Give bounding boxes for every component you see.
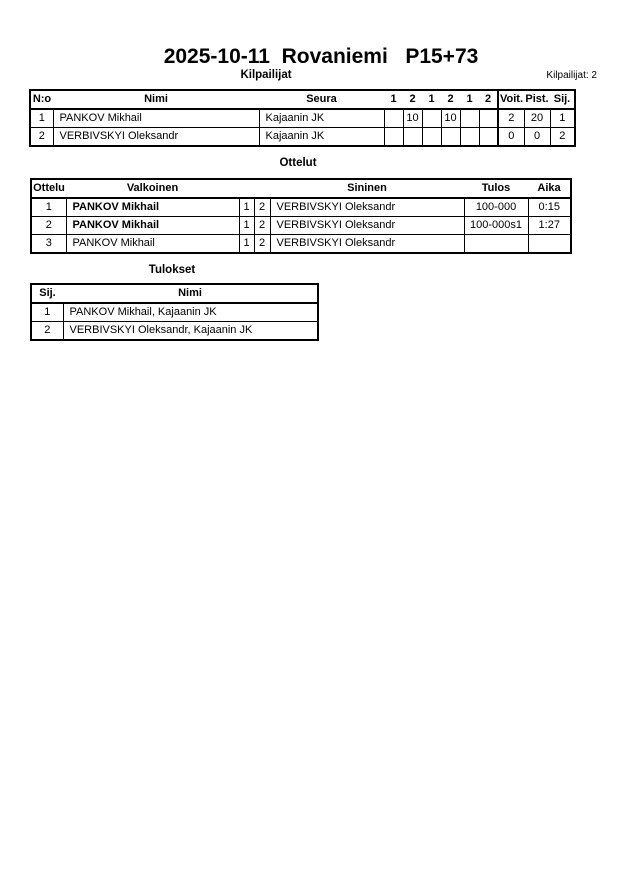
cell-seura: Kajaanin JK: [258, 127, 385, 147]
competitors-header-row: N:o Nimi Seura 1 2 1 2 1 2 Voit. Pist. S…: [30, 90, 575, 110]
cell-match-number: 3: [30, 234, 67, 254]
competitors-section-label: Kilpailijat: [240, 69, 292, 81]
col-header-no: N:o: [30, 90, 53, 110]
cell-place: 2: [30, 321, 64, 341]
matches-table: Ottelu Valkoinen Sininen Tulos Aika 1 PA…: [30, 178, 572, 254]
match-row: 1 PANKOV Mikhail 1 2 VERBIVSKYI Oleksand…: [30, 197, 572, 217]
page-title: 2025-10-11 Rovaniemi P15+73: [163, 45, 479, 68]
cell-time: 1:27: [527, 216, 572, 235]
cell-blue-name: VERBIVSKYI Oleksandr: [269, 234, 465, 254]
cell-sij: 2: [549, 127, 576, 147]
competitors-table: N:o Nimi Seura 1 2 1 2 1 2 Voit. Pist. S…: [29, 89, 576, 147]
cell-place: 1: [30, 302, 64, 322]
cell-score: 10: [440, 108, 461, 128]
results-table: Sij. Nimi 1 PANKOV Mikhail, Kajaanin JK …: [30, 283, 319, 341]
cell-score: [459, 108, 480, 128]
col-header-round6: 2: [479, 90, 498, 110]
cell-white-id: 1: [238, 234, 255, 254]
cell-sij: 1: [549, 108, 576, 128]
cell-no: 2: [29, 127, 54, 147]
cell-blue-id: 2: [253, 216, 271, 235]
match-row: 3 PANKOV Mikhail 1 2 VERBIVSKYI Oleksand…: [30, 234, 572, 254]
cell-white-name: PANKOV Mikhail: [65, 234, 240, 254]
cell-score: [383, 127, 404, 147]
col-header-nimi: Nimi: [63, 284, 318, 304]
cell-white-name: PANKOV Mikhail: [65, 197, 240, 217]
match-row: 2 PANKOV Mikhail 1 2 VERBIVSKYI Oleksand…: [30, 216, 572, 235]
col-header-sij: Sij.: [550, 90, 575, 110]
col-header-ottelu: Ottelu: [31, 179, 66, 199]
cell-pist: 20: [523, 108, 551, 128]
cell-seura: Kajaanin JK: [258, 108, 385, 128]
cell-score: [459, 127, 480, 147]
competitor-row: 2 VERBIVSKYI Oleksandr Kajaanin JK 0 0 2: [29, 127, 576, 147]
cell-voit: 2: [497, 108, 525, 128]
cell-blue-name: VERBIVSKYI Oleksandr: [269, 197, 465, 217]
col-header-spacer: [254, 179, 270, 199]
competitors-count: Kilpailijat: 2: [546, 70, 597, 81]
col-header-pist: Pist.: [524, 90, 550, 110]
competitor-row: 1 PANKOV Mikhail Kajaanin JK 10 10 2 20 …: [29, 108, 576, 128]
col-header-sij: Sij.: [31, 284, 63, 304]
cell-score: [421, 127, 442, 147]
col-header-nimi: Nimi: [53, 90, 259, 110]
cell-score: [421, 108, 442, 128]
col-header-round1: 1: [384, 90, 403, 110]
cell-score: [478, 127, 499, 147]
cell-time: [527, 234, 572, 254]
col-header-valkoinen: Valkoinen: [66, 179, 239, 199]
col-header-seura: Seura: [259, 90, 384, 110]
cell-score: [440, 127, 461, 147]
matches-header-row: Ottelu Valkoinen Sininen Tulos Aika: [31, 179, 571, 199]
cell-white-id: 1: [238, 216, 255, 235]
col-header-spacer: [239, 179, 254, 199]
cell-nimi: VERBIVSKYI Oleksandr: [52, 127, 260, 147]
cell-score: [402, 127, 423, 147]
col-header-voit: Voit.: [497, 90, 524, 110]
cell-voit: 0: [497, 127, 525, 147]
cell-name: PANKOV Mikhail, Kajaanin JK: [62, 302, 319, 322]
cell-score: 10: [402, 108, 423, 128]
cell-result: 100-000s1: [463, 216, 529, 235]
cell-score: [383, 108, 404, 128]
cell-match-number: 2: [30, 216, 67, 235]
cell-white-name: PANKOV Mikhail: [65, 216, 240, 235]
cell-blue-name: VERBIVSKYI Oleksandr: [269, 216, 465, 235]
matches-section-label: Ottelut: [279, 157, 317, 169]
col-header-round2: 2: [403, 90, 422, 110]
cell-result: [463, 234, 529, 254]
col-header-round5: 1: [460, 90, 479, 110]
cell-match-number: 1: [30, 197, 67, 217]
result-row: 2 VERBIVSKYI Oleksandr, Kajaanin JK: [30, 321, 319, 341]
cell-result: 100-000: [463, 197, 529, 217]
col-header-tulos: Tulos: [464, 179, 528, 199]
cell-pist: 0: [523, 127, 551, 147]
cell-score: [478, 108, 499, 128]
cell-nimi: PANKOV Mikhail: [52, 108, 260, 128]
cell-white-id: 1: [238, 197, 255, 217]
results-section-label: Tulokset: [148, 264, 196, 276]
col-header-sininen: Sininen: [270, 179, 464, 199]
cell-name: VERBIVSKYI Oleksandr, Kajaanin JK: [62, 321, 319, 341]
cell-time: 0:15: [527, 197, 572, 217]
col-header-round4: 2: [441, 90, 460, 110]
result-row: 1 PANKOV Mikhail, Kajaanin JK: [30, 302, 319, 322]
col-header-round3: 1: [422, 90, 441, 110]
results-header-row: Sij. Nimi: [31, 284, 318, 304]
cell-blue-id: 2: [253, 197, 271, 217]
cell-no: 1: [29, 108, 54, 128]
cell-blue-id: 2: [253, 234, 271, 254]
col-header-aika: Aika: [528, 179, 571, 199]
